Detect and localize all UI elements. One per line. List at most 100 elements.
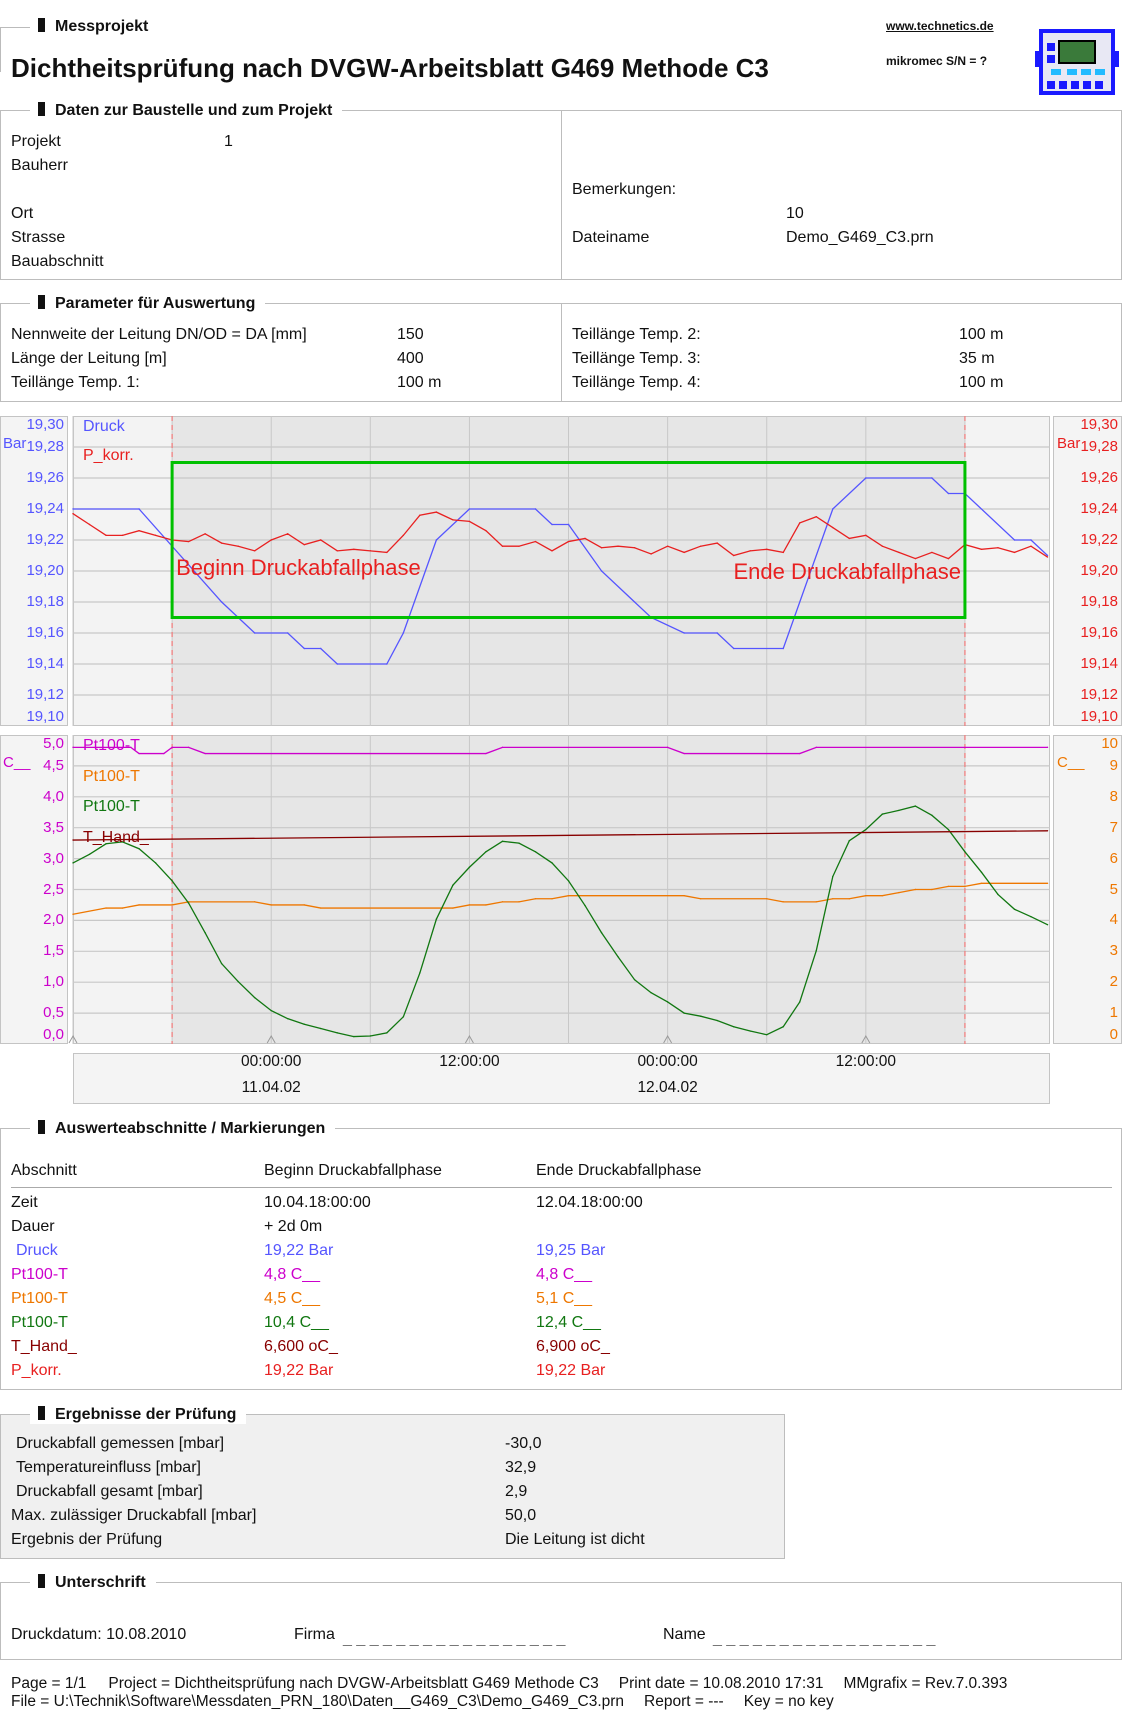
data-point: [898, 891, 900, 894]
data-point: [832, 508, 834, 510]
time-tick-label: 00:00:00: [241, 1053, 302, 1070]
markers-section-title: Auswerteabschnitte / Markierungen: [30, 1120, 336, 1138]
data-point: [766, 898, 768, 900]
end-phase-label: Ende Druckabfallphase: [733, 558, 961, 584]
left-axis-tick-label: 1,5: [43, 942, 64, 960]
data-point: [865, 534, 867, 537]
data-point: [980, 548, 983, 550]
data-point: [485, 752, 487, 755]
markers-cell-end: 5,1 C__: [536, 1290, 593, 1307]
data-point: [1013, 908, 1016, 910]
data-point: [287, 1017, 289, 1020]
data-point: [799, 1001, 801, 1003]
data-point: [187, 746, 190, 749]
data-point: [187, 902, 190, 904]
footer-report: Report = ---: [644, 1693, 724, 1710]
data-point: [600, 547, 603, 549]
markers-section: [0, 1128, 1122, 1390]
result-label: Temperatureinfluss [mbar]: [16, 1459, 201, 1476]
markers-cell-begin: 10,4 C__: [264, 1314, 329, 1331]
time-tick-label: 12:00:00: [835, 1053, 896, 1070]
left-axis-tick-label: 19,30: [26, 416, 64, 433]
data-point: [121, 907, 124, 909]
right-axis-unit: C__: [1057, 754, 1085, 771]
begin-phase-label: Beginn Druckabfallphase: [176, 554, 421, 580]
data-point: [386, 663, 388, 665]
data-point: [237, 980, 239, 983]
website-link[interactable]: www.technetics.de: [886, 19, 994, 33]
header-rule-vertical: [0, 27, 1, 72]
data-point: [105, 534, 107, 537]
section-marker-icon: [38, 1574, 45, 1588]
left-axis-tick-label: 5,0: [43, 735, 64, 752]
data-point: [402, 632, 405, 634]
data-point: [138, 508, 140, 510]
data-point: [848, 839, 851, 842]
left-axis-tick-label: 2,0: [43, 911, 64, 929]
left-axis-tick-label: 4,0: [43, 787, 64, 805]
data-point: [452, 519, 454, 521]
data-point: [980, 882, 983, 885]
data-point: [931, 814, 933, 817]
data-point: [1046, 882, 1049, 885]
markers-cell-begin: 10.04.18:00:00: [264, 1194, 371, 1211]
company-field[interactable]: _ _ _ _ _ _ _ _ _ _ _ _ _ _ _ _ _: [343, 1630, 566, 1647]
data-point: [171, 880, 173, 882]
data-point: [154, 534, 157, 537]
data-point: [1046, 830, 1049, 832]
data-point: [204, 533, 206, 535]
site-label-strasse: Strasse: [11, 229, 66, 246]
data-point: [320, 647, 322, 650]
name-field[interactable]: _ _ _ _ _ _ _ _ _ _ _ _ _ _ _ _ _: [713, 1630, 936, 1647]
left-axis-tick-label: 19,28: [26, 438, 64, 455]
result-label: Ergebnis der Prüfung: [11, 1531, 163, 1548]
data-point: [1013, 539, 1016, 541]
markers-cell-end: 12.04.18:00:00: [536, 1194, 643, 1211]
right-axis-tick-label: 9: [1109, 756, 1118, 774]
data-point: [518, 545, 520, 547]
filename-value: Demo_G469_C3.prn: [786, 229, 934, 246]
data-point: [832, 526, 834, 529]
data-point: [220, 542, 223, 544]
left-axis-tick-label: 19,26: [26, 469, 64, 486]
data-point: [303, 543, 305, 546]
data-point: [452, 907, 454, 909]
data-point: [732, 554, 735, 557]
data-point: [171, 746, 173, 749]
data-point: [72, 746, 74, 749]
data-point: [204, 932, 206, 934]
param-value: 35 m: [959, 350, 995, 367]
left-axis-tick-label: 19,10: [26, 708, 64, 725]
section-marker-icon: [38, 18, 45, 32]
data-point: [699, 1015, 702, 1017]
name-label: Name: [663, 1626, 706, 1643]
data-point: [699, 898, 702, 900]
header-rule: [0, 27, 32, 28]
markers-header-end: Ende Druckabfallphase: [536, 1162, 702, 1179]
data-point: [138, 752, 140, 755]
data-point: [832, 875, 834, 878]
data-point: [468, 904, 471, 906]
markers-cell-end: 12,4 C__: [536, 1314, 601, 1331]
param-label: Nennweite der Leitung DN/OD = DA [mm]: [11, 326, 307, 343]
data-point: [617, 956, 619, 958]
data-point: [633, 547, 636, 549]
right-axis-tick-label: 1: [1109, 1004, 1118, 1022]
data-point: [931, 888, 933, 891]
right-axis-tick-label: 19,10: [1080, 708, 1118, 725]
data-point: [567, 523, 570, 526]
data-point: [138, 530, 140, 532]
result-label: Druckabfall gemessen [mbar]: [16, 1435, 225, 1452]
data-point: [468, 508, 471, 510]
footer-page: Page = 1/1: [11, 1675, 87, 1692]
right-axis-tick-label: 19,28: [1080, 438, 1118, 455]
data-point: [121, 534, 124, 537]
data-point: [105, 843, 107, 845]
data-point: [72, 913, 74, 915]
data-point: [551, 550, 553, 552]
result-label: Druckabfall gesamt [mbar]: [16, 1483, 203, 1500]
results-section-title: Ergebnisse der Prüfung: [30, 1406, 247, 1424]
param-value: 100 m: [959, 374, 1004, 391]
data-point: [204, 752, 206, 755]
markers-cell-label: P_korr.: [11, 1362, 62, 1379]
